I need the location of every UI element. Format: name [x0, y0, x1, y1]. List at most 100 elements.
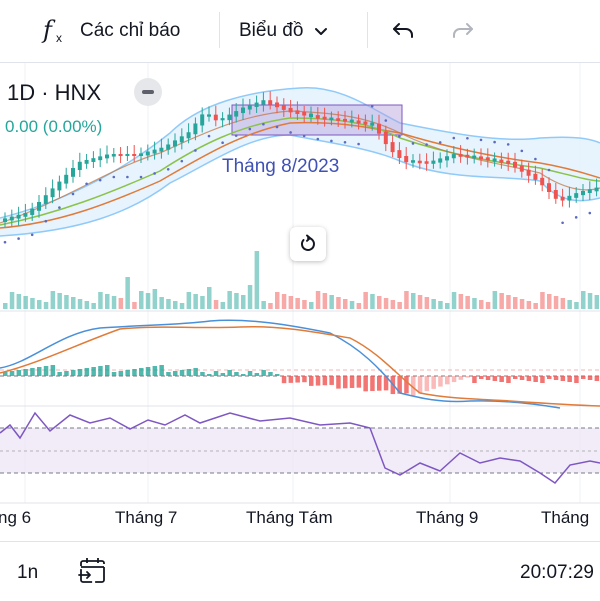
sar-dot: [534, 157, 537, 161]
redo-button[interactable]: [450, 0, 476, 62]
volume-bar: [587, 293, 593, 309]
indicators-button[interactable]: Các chỉ báo: [80, 0, 180, 62]
volume-bar: [152, 289, 158, 309]
x-axis-label: ng 6: [0, 508, 32, 527]
candle-body: [295, 110, 300, 114]
interval-button[interactable]: 1n: [17, 562, 39, 583]
sar-dot: [166, 167, 170, 171]
volume-bar: [43, 302, 49, 309]
candle-body: [445, 156, 449, 161]
volume-bar: [574, 302, 579, 309]
candle-body: [377, 123, 381, 134]
sar-dot: [153, 172, 156, 175]
macd-histogram-bar: [91, 367, 96, 376]
candle-body: [451, 154, 456, 159]
candle-body: [173, 140, 177, 147]
volume-bar: [390, 300, 396, 309]
bollinger-lower: [0, 134, 600, 237]
candle-body: [281, 105, 286, 110]
volume-bar: [261, 301, 266, 309]
macd-histogram-bar: [159, 365, 164, 376]
macd-histogram-bar: [526, 376, 532, 381]
symbol-label[interactable]: 1D · HNX: [7, 80, 102, 105]
macd-histogram-bar: [200, 372, 205, 376]
candle-body: [43, 195, 48, 204]
candle-body: [152, 149, 157, 154]
macd-histogram-bar: [309, 376, 314, 386]
volume-bar: [465, 296, 470, 309]
formula-button[interactable]: f x: [40, 0, 66, 62]
macd-histogram-bar: [98, 366, 103, 376]
macd-histogram-bar: [105, 365, 110, 376]
candle-body: [16, 214, 21, 219]
macd-histogram-bar: [111, 372, 117, 376]
go-to-date-button[interactable]: [78, 556, 108, 591]
collapse-legend-button[interactable]: [134, 78, 162, 106]
candle-body: [213, 114, 218, 121]
candle-body: [98, 156, 103, 161]
volume-bar: [383, 298, 389, 309]
candle-body: [247, 104, 252, 110]
reset-chart-button[interactable]: [290, 227, 326, 261]
sar-dot: [262, 122, 265, 126]
volume-bar: [479, 300, 484, 309]
volume-bar: [207, 287, 212, 309]
candle-body: [547, 183, 551, 192]
volume-bar: [370, 294, 375, 309]
sar-dot: [520, 149, 524, 153]
macd-histogram-bar: [295, 376, 300, 383]
macd-histogram-bar: [71, 370, 76, 376]
candle-body: [186, 132, 191, 139]
candle-body: [329, 117, 334, 121]
volume-bar: [227, 291, 232, 309]
candle-body: [336, 118, 341, 121]
candle-body: [261, 100, 266, 105]
volume-bar: [485, 302, 491, 309]
macd-histogram-bar: [506, 376, 511, 383]
volume-bar: [118, 298, 124, 309]
sar-dot: [384, 119, 388, 122]
parabolic-sar-dots: [3, 104, 592, 244]
volume-bar: [506, 295, 511, 309]
volume-bar: [377, 296, 382, 309]
volume-bar: [132, 302, 137, 309]
sar-dot: [207, 134, 211, 138]
undo-button[interactable]: [390, 0, 416, 62]
month-annotation[interactable]: Tháng 8/2023: [222, 156, 340, 177]
candle-body: [567, 195, 572, 201]
price-chart[interactable]: [0, 63, 600, 541]
macd-histogram-bar: [261, 370, 266, 376]
macd-histogram-bar: [57, 372, 62, 376]
clock-time: 20:07:29: [520, 562, 594, 583]
sar-dot: [30, 233, 34, 237]
volume-bar: [519, 299, 525, 309]
candle-body: [383, 131, 388, 145]
volume-bar: [125, 277, 130, 309]
macd-histogram-bar: [451, 376, 457, 383]
sar-dot: [466, 136, 469, 140]
volume-bar: [254, 251, 260, 309]
rsi-line: [0, 411, 600, 484]
macd-histogram-bar: [139, 368, 144, 376]
chart-type-button[interactable]: Biểu đồ: [239, 0, 329, 62]
candle-body: [23, 212, 28, 217]
volume-bar: [547, 294, 552, 309]
x-axis-label: Tháng 7: [115, 508, 178, 527]
candle-body: [111, 154, 116, 157]
macd-histogram-bar: [547, 376, 552, 379]
volume-bar: [526, 301, 532, 309]
august-highlight-box[interactable]: [231, 104, 403, 136]
sar-dot: [506, 143, 510, 146]
indicators-label: Các chỉ báo: [80, 20, 181, 41]
volume-bar: [581, 291, 586, 309]
macd-histogram-bar: [37, 367, 42, 376]
volume-bar: [404, 291, 409, 309]
function-icon: f x: [43, 16, 62, 45]
candle-body: [553, 190, 558, 199]
volume-bar: [213, 300, 219, 309]
candle-body: [519, 165, 524, 172]
macd-histogram-bar: [315, 376, 321, 386]
volume-bar: [268, 303, 273, 309]
candle-body: [309, 113, 313, 118]
macd-histogram-bar: [281, 376, 287, 384]
